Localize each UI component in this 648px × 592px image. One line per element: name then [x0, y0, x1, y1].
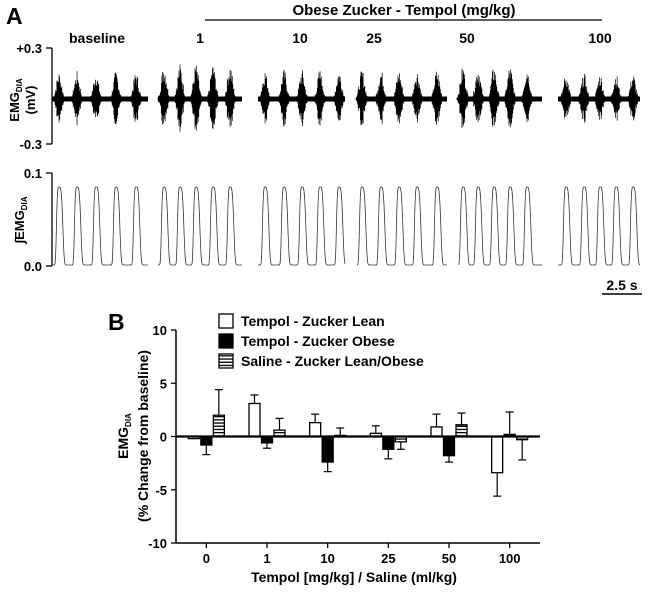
integrated-trace-5: [558, 186, 641, 266]
condition-label-1: 1: [196, 30, 204, 46]
integrated-y-bottom-tick-label: 0.0: [24, 259, 42, 274]
x-tick-label-2: 10: [320, 551, 334, 566]
x-tick-label-1: 1: [263, 551, 270, 566]
y-tick-label-4: 10: [153, 323, 167, 338]
x-tick-label-5: 100: [499, 551, 521, 566]
legend-label-saline: Saline - Zucker Lean/Obese: [241, 353, 424, 369]
emg-baseline-4: [459, 96, 542, 102]
x-tick-label-3: 25: [381, 551, 395, 566]
bar-striped-50: [455, 424, 468, 438]
integrated-emg-traces: [52, 186, 641, 266]
legend-swatch-striped: [218, 353, 234, 369]
time-scale-bar-label: 2.5 s: [606, 277, 637, 293]
bar-filled-0: [200, 435, 213, 446]
integrated-trace-1: [158, 186, 242, 266]
emg-y-top-tick-label: +0.3: [16, 41, 42, 56]
emg-y-axis-unit: (mV): [23, 86, 38, 115]
emg-bursts-4: [456, 68, 533, 128]
bar-filled-25: [382, 435, 395, 450]
condition-label-4: 50: [459, 30, 475, 46]
integrated-emg-y-axis-label: ∫EMGDIA: [12, 196, 29, 244]
bar-open-100: [491, 435, 504, 474]
y-tick-label-2: 0: [160, 430, 167, 445]
y-tick-label-0: -10: [148, 536, 167, 551]
legend: Tempol - Zucker Lean Tempol - Zucker Obe…: [218, 313, 424, 369]
legend-swatch-filled: [218, 333, 234, 349]
panel-b-label: B: [108, 309, 125, 335]
x-tick-label-4: 50: [442, 551, 456, 566]
emg-y-axis-label: EMGDIA: [7, 78, 24, 122]
panel-a-label: A: [6, 3, 23, 29]
bar-y-axis-label-line2: (% Change from baseline): [135, 350, 151, 522]
x-tick-label-0: 0: [203, 551, 210, 566]
emg-bursts-0: [52, 71, 142, 126]
condition-label-3: 25: [366, 30, 382, 46]
emg-bursts-3: [355, 71, 443, 126]
bar-open-10: [309, 422, 322, 438]
legend-label-obese: Tempol - Zucker Obese: [241, 333, 395, 349]
bar-open-50: [430, 426, 443, 438]
emg-y-bottom-tick-label: -0.3: [20, 137, 42, 152]
y-tick-label-1: -5: [155, 483, 167, 498]
condition-label-0: baseline: [69, 30, 125, 46]
integrated-trace-2: [258, 186, 346, 266]
legend-swatch-open: [218, 313, 234, 329]
condition-labels: baseline 1 10 25 50 100: [69, 30, 612, 46]
legend-label-lean: Tempol - Zucker Lean: [241, 313, 385, 329]
integrated-y-top-tick-label: 0.1: [24, 166, 42, 181]
integrated-trace-0: [52, 186, 148, 266]
bar-striped-0: [212, 414, 225, 438]
bar-x-axis-label: Tempol [mg/kg] / Saline (ml/kg): [251, 569, 457, 585]
emg-bursts-1: [157, 64, 236, 132]
tempol-dose-header: Obese Zucker - Tempol (mg/kg): [292, 2, 515, 19]
raw-emg-traces: [52, 64, 640, 132]
bar-open-1: [248, 402, 261, 438]
bar-y-axis-label: EMGDIA: [115, 413, 133, 459]
bar-filled-10: [321, 435, 334, 463]
integrated-trace-3: [356, 186, 447, 266]
bar-filled-50: [442, 435, 456, 457]
condition-label-5: 100: [588, 30, 612, 46]
emg-bursts-2: [258, 69, 345, 127]
y-tick-label-3: 5: [160, 376, 167, 391]
integrated-trace-4: [458, 186, 542, 266]
condition-label-2: 10: [292, 30, 308, 46]
emg-bursts-5: [559, 74, 639, 123]
